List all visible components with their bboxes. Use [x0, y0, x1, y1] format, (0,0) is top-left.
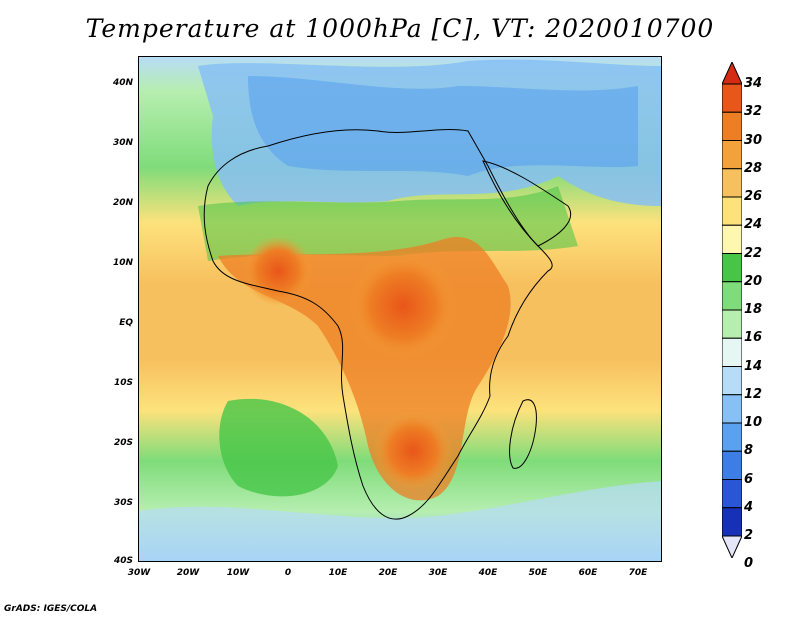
- lon-label-20e: 20E: [378, 568, 398, 578]
- colorbar-swatch: [721, 140, 743, 170]
- credit-text: GrADS: IGES/COLA: [4, 604, 98, 614]
- south-atlantic-cool: [219, 398, 338, 497]
- lon-label-0: 0: [284, 568, 292, 578]
- cold-region-north-core: [248, 76, 638, 176]
- lat-label-10n: 10N: [112, 258, 133, 268]
- lon-label-20w: 20W: [176, 568, 200, 578]
- colorbar-swatch: [721, 450, 743, 480]
- lat-label-30s: 30S: [113, 498, 133, 508]
- hotspot-west: [243, 236, 313, 306]
- colorbar-label: 14: [744, 358, 763, 374]
- colorbar-swatch: [721, 479, 743, 509]
- lat-label-20s: 20S: [113, 438, 133, 448]
- lon-label-70e: 70E: [628, 568, 648, 578]
- colorbar-swatch: [721, 337, 743, 367]
- southern-ocean-band: [138, 481, 662, 562]
- africa-coastline: [203, 129, 553, 520]
- lon-label-40e: 40E: [478, 568, 498, 578]
- colorbar-swatch: [721, 111, 743, 141]
- lat-label-40s: 40S: [113, 556, 133, 566]
- colorbar-swatch: [721, 366, 743, 396]
- colorbar-label: 28: [744, 160, 763, 176]
- colorbar-swatch: [721, 253, 743, 283]
- colorbar-swatch: [721, 196, 743, 226]
- colorbar-swatch: [721, 309, 743, 339]
- colorbar-swatch: [721, 281, 743, 311]
- colorbar-swatch: [721, 422, 743, 452]
- colorbar-label: 12: [744, 386, 763, 402]
- lon-label-10e: 10E: [328, 568, 348, 578]
- lon-label-30e: 30E: [428, 568, 448, 578]
- temperature-map: [138, 56, 662, 562]
- colorbar: [721, 60, 743, 562]
- colorbar-label: 30: [744, 132, 763, 148]
- colorbar-swatch: [721, 224, 743, 254]
- colorbar-high-triangle-icon: [721, 60, 743, 85]
- colorbar-label: 2: [744, 528, 754, 543]
- lat-label-eq: EQ: [119, 318, 133, 328]
- colorbar-label: 8: [744, 443, 754, 459]
- lon-label-50e: 50E: [528, 568, 548, 578]
- colorbar-label: 32: [744, 104, 763, 120]
- colorbar-label: 34: [744, 76, 763, 91]
- arabia-outline: [482, 160, 572, 247]
- lon-label-10w: 10W: [226, 568, 250, 578]
- colorbar-label: 0: [744, 556, 754, 572]
- colorbar-swatch: [721, 83, 743, 113]
- map-title: Temperature at 1000hPa [C], VT: 20200107…: [85, 14, 715, 43]
- lon-label-30w: 30W: [127, 568, 151, 578]
- colorbar-label: 16: [744, 330, 763, 346]
- colorbar-label: 6: [744, 471, 754, 487]
- lat-label-30n: 30N: [112, 138, 133, 148]
- colorbar-label: 4: [744, 499, 754, 515]
- colorbar-low-triangle-icon: [721, 535, 743, 560]
- hotspot-south: [373, 411, 453, 491]
- colorbar-swatch: [721, 168, 743, 198]
- hotspot-central: [348, 251, 458, 361]
- colorbar-label: 20: [744, 273, 763, 289]
- colorbar-swatch: [721, 507, 743, 537]
- colorbar-label: 26: [744, 189, 763, 204]
- map-frame: [138, 56, 662, 562]
- lat-label-10s: 10S: [113, 378, 133, 388]
- madagascar-outline: [509, 399, 537, 469]
- lat-label-20n: 20N: [112, 198, 133, 208]
- colorbar-label: 18: [744, 302, 763, 317]
- colorbar-label: 22: [744, 245, 763, 261]
- colorbar-label: 10: [744, 415, 763, 430]
- colorbar-label: 24: [744, 217, 763, 233]
- lat-label-40n: 40N: [112, 78, 133, 88]
- colorbar-swatch: [721, 394, 743, 424]
- lon-label-60e: 60E: [578, 568, 598, 578]
